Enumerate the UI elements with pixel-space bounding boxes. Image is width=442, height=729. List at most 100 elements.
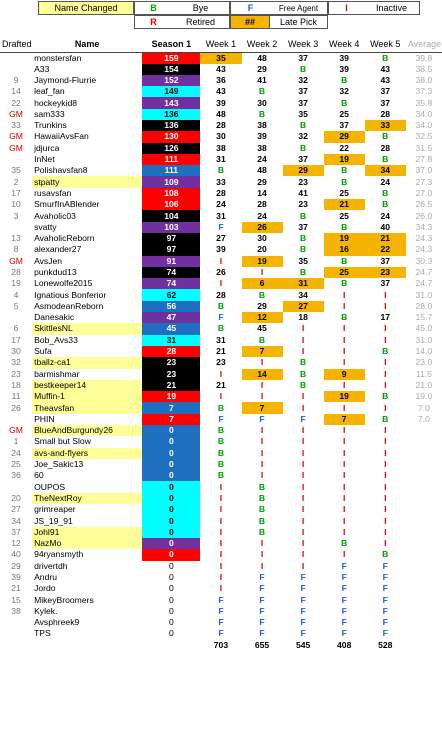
week-2-score: 39 xyxy=(257,131,267,142)
week-4-score: I xyxy=(343,323,346,334)
week-1-score: B xyxy=(217,447,225,458)
table-row: GM jdjurca 126 38 38 B 22 28 31.5 xyxy=(0,142,442,154)
drafted-cell: 32 xyxy=(11,357,21,368)
table-row: svatty 103 F 26 37 B 40 34.3 xyxy=(0,221,442,233)
manager-name: BlueAndBurgundy26 xyxy=(32,425,143,437)
week-4-score: 25 xyxy=(339,108,349,119)
table-row: 5 AsmodeanReborn 56 B 29 27 I I 28.0 xyxy=(0,300,442,313)
week-1-score: 35 xyxy=(200,52,242,64)
manager-name: Sufa xyxy=(34,346,52,357)
week-5-score: I xyxy=(384,425,387,436)
manager-name: tballz-ca1 xyxy=(32,357,143,369)
average-score: 15.7 xyxy=(415,312,433,323)
header-week3: Week 3 xyxy=(282,38,324,53)
week-5-score: I xyxy=(384,492,387,503)
drafted-cell: 6 xyxy=(13,323,19,334)
week-4-score: I xyxy=(343,379,346,390)
drafted-cell xyxy=(0,617,32,628)
week-4-score: I xyxy=(343,481,346,492)
manager-name: Lonewolfe2015 xyxy=(34,278,93,289)
week-2-score: 48 xyxy=(257,165,267,176)
week-2-score: F xyxy=(259,572,265,582)
season-score: 0 xyxy=(142,425,201,437)
week-3-score: B xyxy=(300,368,307,379)
average-score: 31.0 xyxy=(415,289,433,300)
season-score: 28 xyxy=(142,345,201,358)
week-2-score: B xyxy=(258,492,266,503)
week-4-score: I xyxy=(343,357,346,368)
week-1-score: 31 xyxy=(216,334,226,345)
manager-name: svatty xyxy=(34,221,57,232)
drafted-cell xyxy=(0,312,32,323)
week-3-score: 35 xyxy=(298,108,308,119)
drafted-cell: 14 xyxy=(11,86,21,97)
season-score: 109 xyxy=(142,176,201,188)
manager-name: Muffin-1 xyxy=(32,391,143,403)
week-5-score: F xyxy=(382,583,388,594)
week-4-score: 39 xyxy=(339,63,349,74)
average-score: 7.0 xyxy=(417,413,430,424)
average-score: 30.3 xyxy=(415,255,433,266)
week-4-score: 25 xyxy=(339,187,349,198)
average-score: 24.7 xyxy=(415,266,433,277)
week-5-score: I xyxy=(384,357,387,368)
week-4-score: I xyxy=(343,526,346,537)
week-5-score: 21 xyxy=(364,232,406,245)
week-4-score: F xyxy=(341,628,347,639)
manager-name: Joe_Sakic13 xyxy=(34,459,84,470)
average-score: 32.5 xyxy=(415,131,433,142)
week-5-score: 37 xyxy=(380,97,391,108)
season-score: 0 xyxy=(142,537,201,550)
drafted-cell: 5 xyxy=(13,300,19,311)
drafted-cell: 35 xyxy=(11,165,21,176)
week-2-score: B xyxy=(258,86,266,97)
drafted-cell: 1 xyxy=(13,436,19,447)
table-row: 21 Jordo 0 I F F F F xyxy=(0,583,442,594)
drafted-cell xyxy=(0,414,32,425)
week-1-score: 21 xyxy=(216,379,226,390)
average-score: 21.0 xyxy=(415,379,433,390)
season-score: 111 xyxy=(142,165,201,177)
week-5-score: I xyxy=(384,526,387,537)
week-2-score: B xyxy=(258,334,266,345)
table-row: monstersfan 159 35 48 37 39 B 39.8 xyxy=(0,52,442,64)
week-1-score: F xyxy=(218,594,224,605)
season-score: 23 xyxy=(142,357,201,369)
week-1-score: 39 xyxy=(216,244,226,255)
manager-name: AvsJen xyxy=(34,255,63,266)
week-2-score: 7 xyxy=(241,345,283,358)
week-4-score: 32 xyxy=(339,86,349,97)
week-1-score: 30 xyxy=(216,131,226,142)
week-1-score: I xyxy=(219,515,223,526)
season-score: 159 xyxy=(142,52,201,64)
week-5-score: 22 xyxy=(364,244,406,256)
drafted-cell: 2 xyxy=(13,176,19,187)
week-4-score: F xyxy=(341,572,347,582)
week-4-score: I xyxy=(343,492,346,503)
week-3-score: B xyxy=(300,63,307,74)
table-row: 22 hockeykid8 143 39 30 37 B 37 35.8 xyxy=(0,97,442,109)
season-score: 0 xyxy=(142,458,201,471)
season-score: 0 xyxy=(142,470,201,482)
week-2-score: I xyxy=(260,379,264,390)
week-5-score: I xyxy=(384,334,387,345)
table-row: 2 stpatty 109 33 29 23 B 24 27.3 xyxy=(0,176,442,188)
week-2-score: B xyxy=(258,515,266,526)
manager-name: Theavsfan xyxy=(32,402,143,414)
season-score: 136 xyxy=(142,108,201,120)
week-3-score: I xyxy=(301,492,305,503)
week-5-score: I xyxy=(384,289,387,300)
week-5-score: 24 xyxy=(380,210,391,221)
week-3-score: 27 xyxy=(282,300,324,313)
average-score: 27.3 xyxy=(415,176,433,187)
week-1-score: B xyxy=(217,459,225,470)
season-score: 47 xyxy=(142,312,201,324)
week-5-score: B xyxy=(382,187,389,198)
table-row: 18 bestkeeper14 21 21 I B I I 21.0 xyxy=(0,379,442,392)
week-2-score: F xyxy=(259,583,265,594)
week-3-score: 23 xyxy=(298,199,308,210)
week-1-score: F xyxy=(218,413,224,424)
season-score: 0 xyxy=(168,572,174,582)
manager-name: Ignatious Bonferior xyxy=(34,289,107,300)
week-1-score: 24 xyxy=(216,199,226,210)
